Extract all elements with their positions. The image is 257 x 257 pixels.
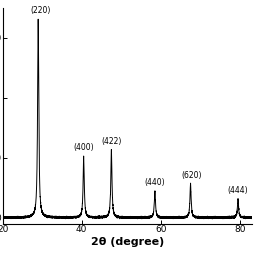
Text: (444): (444) <box>228 186 248 195</box>
Text: (422): (422) <box>101 137 122 146</box>
Text: (620): (620) <box>181 170 202 179</box>
Text: (220): (220) <box>30 6 50 15</box>
Text: (440): (440) <box>145 178 165 187</box>
X-axis label: 2θ (degree): 2θ (degree) <box>90 237 164 247</box>
Text: (400): (400) <box>74 143 94 152</box>
